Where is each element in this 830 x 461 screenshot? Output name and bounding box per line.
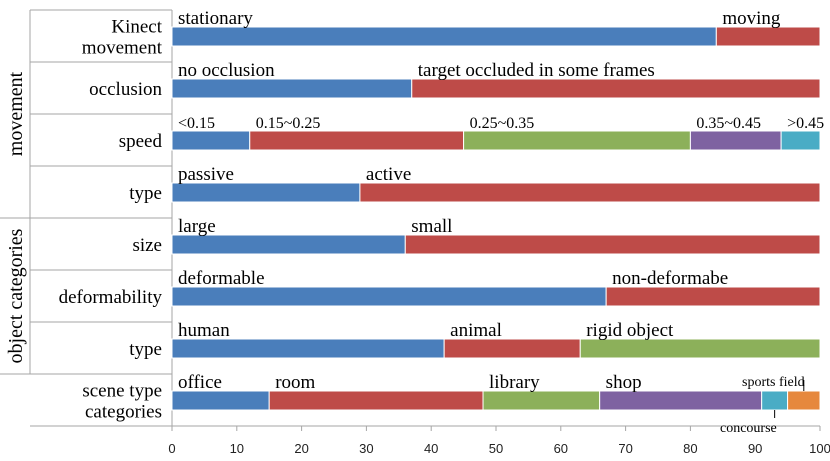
bar-segment xyxy=(599,390,763,411)
bar-segment xyxy=(359,182,821,203)
row-label: scene type xyxy=(82,381,162,402)
segment-label: rigid object xyxy=(586,320,674,341)
segment-label: >0.45 xyxy=(787,115,824,132)
row-label: type xyxy=(129,183,162,204)
segment-label: moving xyxy=(722,8,781,29)
segment-label: room xyxy=(275,372,315,393)
x-tick-label: 90 xyxy=(748,441,762,456)
bar-segment xyxy=(404,234,821,255)
segment-label: office xyxy=(178,372,222,393)
segment-label: passive xyxy=(178,164,234,185)
group-label: object categories xyxy=(5,228,27,363)
bar-segment xyxy=(171,390,270,411)
bar-segment xyxy=(715,26,821,47)
x-tick-label: 80 xyxy=(683,441,697,456)
segment-label: 0.25~0.35 xyxy=(470,115,535,132)
segment-label: human xyxy=(178,320,230,341)
segment-label: deformable xyxy=(178,268,265,289)
segment-label: library xyxy=(489,372,540,393)
row-label: size xyxy=(132,235,162,256)
row-label: Kinect xyxy=(111,17,162,38)
x-tick-label: 40 xyxy=(424,441,438,456)
segment-label: small xyxy=(411,216,452,237)
bar-segment xyxy=(268,390,484,411)
bar-segment xyxy=(171,26,717,47)
row-label: occlusion xyxy=(89,79,162,100)
segment-label: active xyxy=(366,164,411,185)
bar-segment xyxy=(482,390,601,411)
segment-label: shop xyxy=(606,372,642,393)
bar-segment xyxy=(761,390,789,411)
segment-label: large xyxy=(178,216,216,237)
segment-label: concourse xyxy=(720,421,777,436)
segment-label: 0.15~0.25 xyxy=(256,115,321,132)
bar-segment xyxy=(171,182,361,203)
bar-segment xyxy=(443,338,581,359)
group-label: movement xyxy=(5,71,27,156)
bar-segment xyxy=(411,78,821,99)
bar-segment xyxy=(605,286,821,307)
x-tick-label: 30 xyxy=(359,441,373,456)
x-tick-label: 100 xyxy=(809,441,830,456)
bar-segment xyxy=(780,130,821,151)
bar-segment xyxy=(689,130,782,151)
x-tick-label: 50 xyxy=(489,441,503,456)
row-label: movement xyxy=(82,38,163,59)
segment-label: stationary xyxy=(178,8,253,29)
segment-label: 0.35~0.45 xyxy=(696,115,761,132)
segment-label: no occlusion xyxy=(178,60,275,81)
row-label: deformability xyxy=(59,287,163,308)
bar-segment xyxy=(579,338,821,359)
bar-segment xyxy=(171,286,607,307)
row-label: type xyxy=(129,339,162,360)
segment-label: target occluded in some frames xyxy=(418,60,655,81)
x-tick-label: 0 xyxy=(168,441,175,456)
segment-label: sports field xyxy=(742,375,805,390)
bar-segment xyxy=(171,130,251,151)
bar-segment xyxy=(463,130,691,151)
x-tick-label: 20 xyxy=(294,441,308,456)
bar-segment xyxy=(787,390,821,411)
bar-segment xyxy=(249,130,465,151)
row-label: speed xyxy=(119,131,163,152)
bar-segment xyxy=(171,338,445,359)
segment-label: non-deformabe xyxy=(612,268,728,289)
segment-label: animal xyxy=(450,320,502,341)
bar-segment xyxy=(171,78,413,99)
row-label: categories xyxy=(85,402,162,423)
bar-segment xyxy=(171,234,406,255)
x-tick-label: 10 xyxy=(230,441,244,456)
x-tick-label: 70 xyxy=(618,441,632,456)
segment-label: <0.15 xyxy=(178,115,215,132)
x-tick-label: 60 xyxy=(554,441,568,456)
